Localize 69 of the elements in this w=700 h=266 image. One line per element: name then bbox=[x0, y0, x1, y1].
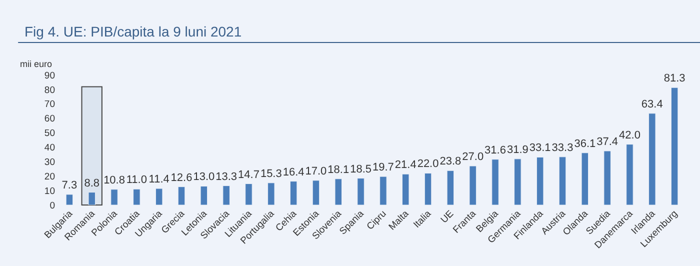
bar bbox=[357, 178, 364, 205]
data-label: 81.3 bbox=[664, 72, 686, 85]
data-label: 31.6 bbox=[484, 144, 506, 156]
data-label: 36.1 bbox=[574, 138, 596, 150]
data-label: 15.3 bbox=[260, 168, 282, 180]
data-label: 21.4 bbox=[394, 159, 416, 172]
data-label: 63.4 bbox=[641, 98, 663, 110]
data-label: 42.0 bbox=[619, 129, 640, 142]
bar bbox=[133, 188, 140, 205]
bar bbox=[155, 188, 163, 205]
y-tick-label: 20 bbox=[44, 171, 55, 182]
x-tick-label: UE bbox=[438, 208, 456, 226]
bar bbox=[581, 152, 589, 205]
bar bbox=[469, 166, 476, 205]
data-label: 18.1 bbox=[328, 164, 350, 176]
y-tick-label: 50 bbox=[44, 128, 55, 140]
bar bbox=[514, 158, 522, 205]
data-label: 16.4 bbox=[282, 166, 304, 178]
bar bbox=[268, 182, 275, 205]
data-label: 22.0 bbox=[417, 158, 439, 170]
data-label: 23.8 bbox=[440, 156, 462, 168]
bar bbox=[110, 189, 118, 205]
bar bbox=[424, 172, 432, 205]
data-label: 37.4 bbox=[596, 136, 618, 148]
data-label: 27.0 bbox=[462, 151, 484, 163]
bar bbox=[536, 156, 544, 205]
data-label: 8.8 bbox=[84, 177, 100, 190]
y-tick-label: 0 bbox=[50, 200, 55, 212]
chart-title: Fig 4. UE: PIB/capita la 9 luni 2021 bbox=[24, 23, 242, 40]
bar bbox=[245, 184, 252, 205]
data-label: 31.9 bbox=[506, 144, 528, 156]
bar bbox=[200, 186, 208, 205]
x-tick-label: Italia bbox=[412, 208, 434, 230]
bar bbox=[334, 178, 342, 205]
data-label: 11.4 bbox=[148, 174, 170, 186]
bar bbox=[446, 170, 454, 205]
bar bbox=[312, 180, 320, 205]
data-label: 7.3 bbox=[62, 179, 78, 192]
bar bbox=[648, 113, 656, 205]
data-label: 14.7 bbox=[238, 168, 260, 181]
data-label: 13.3 bbox=[216, 170, 238, 183]
bar bbox=[380, 176, 387, 205]
bar bbox=[402, 174, 410, 205]
bar bbox=[66, 194, 74, 205]
data-label: 18.5 bbox=[350, 163, 372, 176]
data-label: 33.3 bbox=[552, 142, 574, 154]
y-tick-label: 70 bbox=[44, 99, 55, 110]
y-tick-label: 80 bbox=[44, 84, 55, 96]
bar bbox=[604, 150, 611, 205]
bar bbox=[290, 181, 298, 205]
bar bbox=[626, 144, 634, 205]
data-label: 13.0 bbox=[193, 171, 215, 184]
y-tick-label: 30 bbox=[44, 156, 55, 168]
data-label: 33.1 bbox=[529, 142, 551, 154]
y-tick-label: 10 bbox=[44, 186, 55, 197]
data-label: 17.0 bbox=[305, 165, 327, 178]
data-label: 11.0 bbox=[126, 174, 147, 186]
bar bbox=[492, 159, 499, 205]
bar bbox=[222, 186, 230, 205]
data-label: 10.8 bbox=[104, 174, 125, 186]
data-label: 19.7 bbox=[372, 162, 394, 174]
y-tick-label: 90 bbox=[44, 70, 55, 82]
bar bbox=[558, 156, 566, 205]
bar bbox=[670, 87, 678, 205]
y-tick-label: 60 bbox=[44, 114, 55, 125]
y-tick-label: 40 bbox=[44, 142, 55, 154]
data-label: 12.6 bbox=[170, 172, 192, 184]
y-axis-title: mii euro bbox=[20, 59, 52, 69]
bar bbox=[178, 186, 186, 205]
